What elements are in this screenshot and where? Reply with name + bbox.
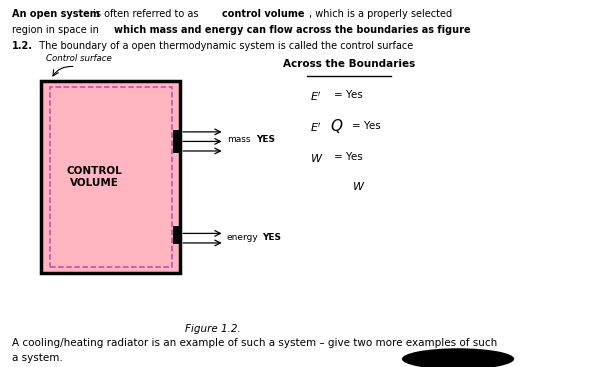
Text: energy: energy [227, 233, 259, 242]
Text: $Q$: $Q$ [330, 117, 343, 135]
Ellipse shape [402, 348, 514, 367]
Text: $E^{\prime}$: $E^{\prime}$ [310, 121, 322, 134]
Text: which mass and energy can flow across the boundaries as figure: which mass and energy can flow across th… [114, 25, 470, 35]
Text: a system.: a system. [12, 353, 63, 363]
Text: An open system: An open system [12, 9, 99, 19]
Text: CONTROL
VOLUME: CONTROL VOLUME [66, 166, 122, 188]
Text: = Yes: = Yes [334, 90, 363, 100]
Text: YES: YES [262, 233, 281, 242]
Text: = Yes: = Yes [352, 121, 381, 131]
Text: = Yes: = Yes [334, 152, 363, 162]
Text: Figure 1.2.: Figure 1.2. [185, 324, 241, 334]
Text: Across the Boundaries: Across the Boundaries [282, 59, 415, 69]
Text: $\mathit{W}$: $\mathit{W}$ [352, 180, 365, 192]
Bar [173, 226, 180, 244]
Bar [50, 87, 172, 267]
Text: YES: YES [256, 135, 275, 145]
Text: control volume: control volume [222, 9, 305, 19]
Text: is often referred to as: is often referred to as [90, 9, 202, 19]
Text: $\mathit{W}$: $\mathit{W}$ [310, 152, 324, 164]
Text: A cooling/heating radiator is an example of such a system – give two more exampl: A cooling/heating radiator is an example… [12, 338, 497, 348]
Bar [173, 130, 180, 153]
Text: $E^{\prime}$: $E^{\prime}$ [310, 90, 322, 103]
Bar [41, 81, 180, 273]
Text: 1.2.: 1.2. [12, 41, 33, 51]
Text: Control surface: Control surface [46, 54, 112, 63]
Text: The boundary of a open thermodynamic system is called the control surface: The boundary of a open thermodynamic sys… [33, 41, 413, 51]
Text: , which is a properly selected: , which is a properly selected [309, 9, 452, 19]
Text: region in space in: region in space in [12, 25, 102, 35]
Text: mass: mass [227, 135, 251, 145]
